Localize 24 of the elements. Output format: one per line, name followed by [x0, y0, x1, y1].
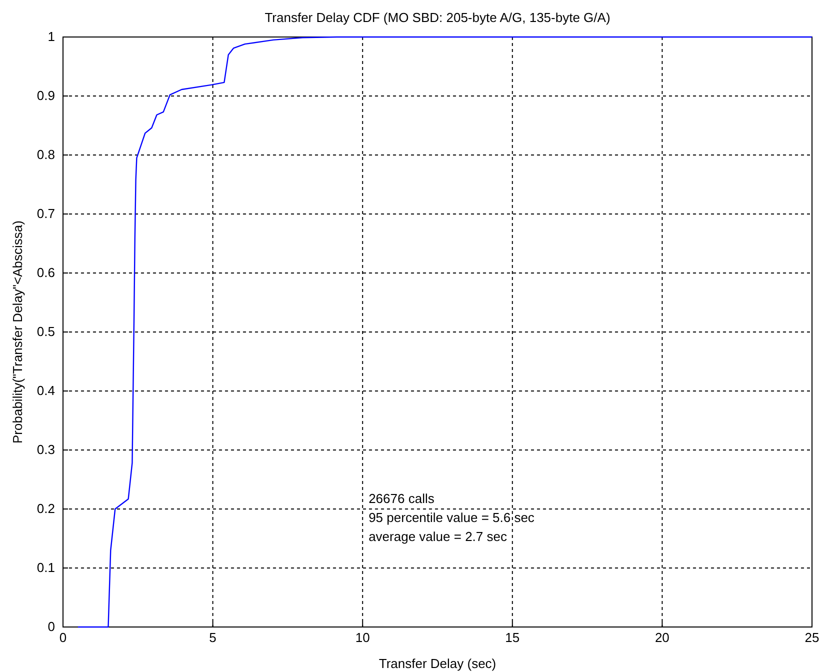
- y-tick-label: 0.3: [36, 442, 55, 457]
- y-axis-title: Probability("Transfer Delay"<Abscissa): [10, 220, 25, 444]
- annotation: 95 percentile value = 5.6 sec: [368, 510, 535, 525]
- y-tick-label: 0.7: [36, 206, 55, 221]
- x-axis-title: Transfer Delay (sec): [378, 656, 496, 671]
- y-tick-label: 0.9: [36, 88, 55, 103]
- chart-title: Transfer Delay CDF (MO SBD: 205-byte A/G, 135-byte G/A): [264, 10, 610, 25]
- annotation: average value = 2.7 sec: [368, 529, 508, 544]
- y-tick-label: 0.1: [36, 560, 55, 575]
- y-tick-label: 0.4: [36, 383, 55, 398]
- y-tick-label: 0: [48, 619, 55, 634]
- x-tick-label: 15: [505, 630, 520, 645]
- x-tick-label: 5: [209, 630, 216, 645]
- x-tick-label: 10: [355, 630, 370, 645]
- line-series: [77, 36, 813, 628]
- x-tick-label: 20: [654, 630, 670, 645]
- x-tick-label: 25: [804, 630, 820, 645]
- annotation: 26676 calls: [368, 491, 435, 506]
- x-tick-label: 0: [59, 630, 67, 645]
- y-tick-label: 0.6: [36, 265, 55, 280]
- y-tick-label: 0.2: [36, 501, 55, 516]
- y-tick-label: 0.8: [36, 147, 55, 162]
- y-tick-label: 1: [48, 29, 55, 44]
- y-tick-label: 0.5: [36, 324, 55, 339]
